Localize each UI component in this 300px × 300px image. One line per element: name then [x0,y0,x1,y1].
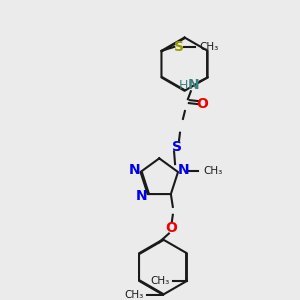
Text: H: H [178,79,188,92]
Text: S: S [174,40,184,54]
Text: O: O [165,220,177,235]
Text: N: N [129,163,140,177]
Text: CH₃: CH₃ [124,290,143,300]
Text: N: N [188,78,200,92]
Text: CH₃: CH₃ [150,276,169,286]
Text: N: N [136,189,148,203]
Text: CH₃: CH₃ [199,42,218,52]
Text: S: S [172,140,182,154]
Text: O: O [197,97,208,111]
Text: CH₃: CH₃ [204,166,223,176]
Text: N: N [178,163,190,177]
